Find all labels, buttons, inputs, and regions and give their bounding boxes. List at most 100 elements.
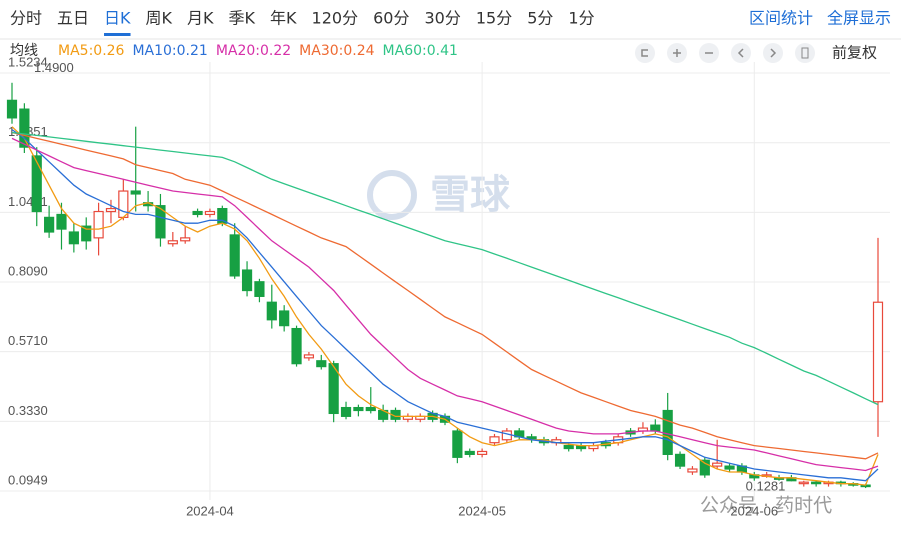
candle-body [365,406,376,412]
x-tick-label: 2024-04 [186,503,234,518]
candle-body [204,210,216,216]
candle-body [872,301,884,403]
candle-body [477,450,488,455]
candle-body [44,216,55,233]
period-tab[interactable]: 季K [229,9,256,28]
candle-body [501,430,512,441]
legend-entry: MA30:0.24 [299,43,374,59]
period-tab[interactable]: 月K [187,9,214,28]
candle-body [68,231,79,245]
period-tab[interactable]: 五日 [57,9,89,28]
ma-lines [11,126,879,486]
candle-body [699,459,710,476]
ma-line [11,129,879,482]
candle-body [291,327,302,365]
legend-entry: MA10:0.21 [132,43,207,59]
plus-glyph [673,49,681,57]
candle-body [229,234,240,277]
y-tick-label: 0.8090 [8,263,48,278]
active-underline [104,33,131,36]
ma-line [11,137,879,472]
period-tab[interactable]: 日K [104,9,131,28]
wechat-watermark: 公众号 · 药时代 [700,495,832,517]
candle-body [155,205,166,239]
candle-body [563,445,574,450]
high-label: 1.4900 [34,60,74,75]
candle-body [353,406,364,412]
candle-body [130,190,141,195]
candle-body [279,310,290,327]
period-tab[interactable]: 1分 [568,9,594,28]
candle-body [724,465,735,470]
candle-body [662,409,673,455]
candle-body [340,406,352,417]
candle-body [19,108,30,148]
legend-entry: MA20:0.22 [216,43,291,59]
period-tab[interactable]: 分时 [10,9,42,28]
candle-body [464,450,475,455]
candle-body [650,424,661,432]
candle-body [180,237,191,242]
tool-icons [635,43,815,63]
candle-body [712,462,723,467]
watermark-logo: 雪球 [367,170,511,220]
watermark-text: 雪球 [430,172,511,218]
action-link[interactable]: 全屏显示 [827,9,891,28]
candle-body [254,281,265,297]
left-icon[interactable] [731,43,751,63]
candle-body [489,436,500,444]
candle-body [316,360,327,368]
candle-icon[interactable] [795,43,815,63]
y-tick-label: 0.5710 [8,333,48,348]
undo-glyph [641,49,648,57]
y-tick-label: 0.0949 [8,472,48,487]
candle-body [31,155,42,213]
ma-line [11,131,879,460]
candle-body [674,453,686,467]
candle-body [798,481,809,485]
candle-body [105,207,117,213]
candle-body [241,269,253,292]
candle-body [93,210,104,239]
period-tab[interactable]: 5分 [527,9,553,28]
undo-icon[interactable] [635,43,655,63]
ma-line [11,131,879,406]
y-tick-label: 1.5234 [8,54,48,69]
period-tab[interactable]: 15分 [476,9,512,28]
candle-body [56,213,67,230]
candle-glyph [801,47,809,59]
candle-body [328,363,339,415]
action-link[interactable]: 区间统计 [749,9,813,28]
candle-body [303,354,315,359]
x-tick-label: 2024-06 [730,503,778,518]
period-tab[interactable]: 120分 [312,9,359,28]
legend-entry: MA5:0.26 [58,43,125,59]
candle-body [192,210,203,216]
y-tick-label: 0.3330 [8,403,48,418]
candle-body [811,481,822,485]
x-tick-label: 2024-05 [458,503,506,518]
low-label: 0.1281 [746,479,786,494]
legend-title: 均线 [10,43,38,59]
legend-entry: MA60:0.41 [383,43,458,59]
candle-body [266,301,277,321]
period-tab[interactable]: 60分 [373,9,409,28]
period-tab[interactable]: 30分 [424,9,460,28]
candle-body [81,225,92,242]
arrow-glyph [737,48,777,58]
grid [0,62,890,500]
adjust-mode[interactable]: 前复权 [832,44,877,62]
candle-body [167,240,178,245]
period-tab[interactable]: 周K [146,9,173,28]
candle-body [6,99,18,119]
ma-line [11,126,879,486]
period-tab[interactable]: 年K [270,9,297,28]
candles [6,82,884,489]
candle-body [687,468,698,473]
candle-body [118,190,129,218]
candle-body [217,207,228,224]
right-icon[interactable] [763,43,783,63]
candle-body [452,430,463,458]
